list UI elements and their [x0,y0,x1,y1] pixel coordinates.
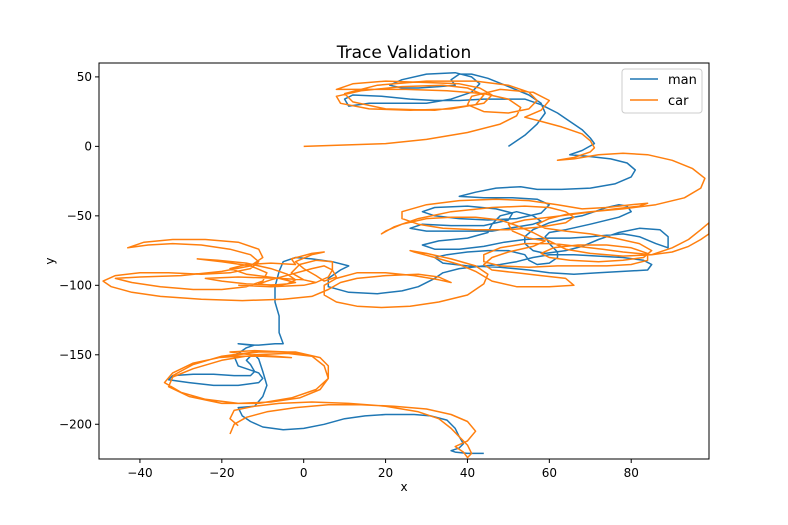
x-axis-label: x [400,480,407,494]
y-tick-label: −200 [59,417,92,431]
x-axis-ticks: −40 −20 0 20 40 60 80 [127,459,639,480]
y-axis-label: y [43,257,57,264]
y-tick-label: 0 [84,139,92,153]
plot-frame [98,62,710,460]
y-tick-label: −50 [67,209,92,223]
series-layer [102,71,709,459]
series-line-car-3 [229,401,477,459]
series-line-car-2 [163,349,330,405]
x-tick-label: 0 [300,466,308,480]
legend: man car [621,68,703,114]
x-tick-label: 80 [624,466,639,480]
series-line-car-1 [102,80,709,309]
chart-title: Trace Validation [336,43,471,63]
x-tick-label: 40 [460,466,475,480]
x-tick-label: 60 [542,466,557,480]
legend-box [621,68,703,114]
legend-label-man: man [668,73,697,88]
x-tick-label: −40 [127,466,152,480]
y-axis-ticks: −200 −150 −100 −50 0 50 [59,70,99,431]
legend-label-car: car [668,94,689,109]
x-tick-label: −20 [209,466,234,480]
y-tick-label: −150 [59,348,92,362]
y-tick-label: 50 [77,70,92,84]
y-tick-label: −100 [59,278,92,292]
series-line-man-0 [167,71,669,455]
x-tick-label: 20 [378,466,393,480]
